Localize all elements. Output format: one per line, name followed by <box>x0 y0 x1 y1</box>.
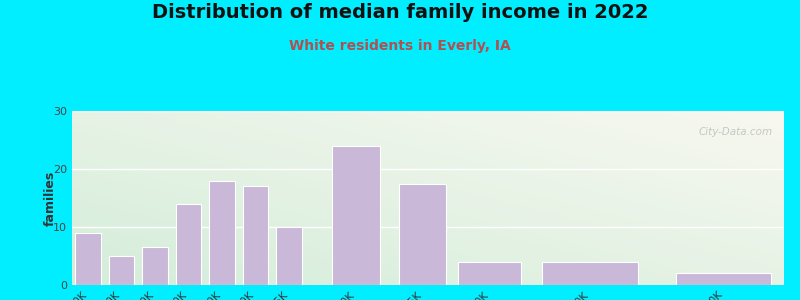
Bar <box>276 227 302 285</box>
Y-axis label: families: families <box>44 170 57 226</box>
Bar <box>109 256 134 285</box>
Bar <box>75 233 101 285</box>
Bar <box>542 262 638 285</box>
Text: Distribution of median family income in 2022: Distribution of median family income in … <box>152 3 648 22</box>
Bar <box>176 204 201 285</box>
Bar <box>332 146 379 285</box>
Bar <box>676 273 771 285</box>
Bar <box>399 184 446 285</box>
Bar <box>142 247 168 285</box>
Text: White residents in Everly, IA: White residents in Everly, IA <box>289 39 511 53</box>
Bar <box>458 262 522 285</box>
Bar <box>209 181 234 285</box>
Text: City-Data.com: City-Data.com <box>698 127 773 137</box>
Bar <box>242 186 268 285</box>
